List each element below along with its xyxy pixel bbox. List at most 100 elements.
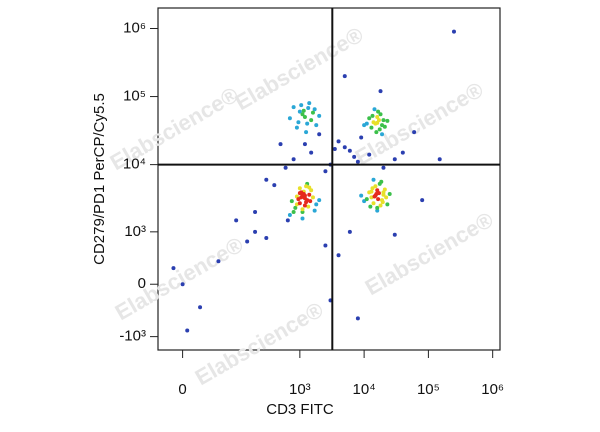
event-dot bbox=[302, 115, 307, 120]
y-tick-label: 10⁶ bbox=[123, 19, 146, 36]
event-dot bbox=[287, 213, 292, 218]
event-dot bbox=[332, 146, 337, 151]
event-dot bbox=[375, 188, 380, 193]
x-tick-label: 0 bbox=[178, 381, 186, 398]
event-dot bbox=[342, 145, 347, 150]
plot-frame bbox=[157, 7, 501, 351]
event-dot bbox=[374, 130, 379, 135]
event-dot bbox=[264, 235, 269, 240]
event-dot bbox=[185, 328, 190, 333]
event-dot bbox=[304, 184, 309, 189]
event-dot bbox=[300, 112, 305, 117]
event-dot bbox=[301, 108, 306, 113]
event-dot bbox=[294, 125, 299, 130]
event-dot bbox=[306, 105, 311, 110]
event-dot bbox=[380, 198, 385, 203]
event-dot bbox=[400, 150, 405, 155]
event-dot bbox=[378, 89, 383, 94]
event-dot bbox=[253, 229, 258, 234]
event-dot bbox=[234, 218, 239, 223]
event-dot bbox=[336, 139, 341, 144]
event-dot bbox=[299, 195, 304, 200]
event-dot bbox=[299, 103, 304, 108]
event-dot bbox=[377, 127, 382, 132]
y-tick-label: 10³ bbox=[124, 223, 146, 240]
event-dot bbox=[317, 113, 322, 118]
x-tick-label: 10³ bbox=[289, 381, 311, 398]
event-dot bbox=[304, 130, 309, 135]
event-dot bbox=[216, 259, 221, 264]
event-dot bbox=[171, 266, 176, 271]
event-dot bbox=[300, 216, 305, 221]
event-dot bbox=[283, 165, 288, 170]
event-dot bbox=[297, 201, 302, 206]
event-dot bbox=[381, 165, 386, 170]
y-tick-label: 0 bbox=[138, 275, 146, 292]
event-dot bbox=[381, 118, 386, 123]
event-dot bbox=[375, 205, 380, 210]
event-dot bbox=[302, 142, 307, 147]
event-dot bbox=[392, 232, 397, 237]
event-dot bbox=[420, 198, 425, 203]
event-dot bbox=[287, 116, 292, 121]
event-dot bbox=[372, 194, 377, 199]
event-dot bbox=[245, 239, 250, 244]
event-dot bbox=[359, 135, 364, 140]
x-axis-label: CD3 FITC bbox=[266, 401, 334, 418]
event-dot bbox=[336, 253, 341, 258]
event-dot bbox=[359, 193, 364, 198]
event-dot bbox=[380, 132, 385, 137]
event-dot bbox=[367, 152, 372, 157]
event-dot bbox=[451, 29, 456, 34]
event-dot bbox=[370, 186, 375, 191]
event-dot bbox=[309, 118, 314, 123]
event-dot bbox=[385, 202, 390, 207]
event-dot bbox=[392, 157, 397, 162]
event-dot bbox=[308, 199, 313, 204]
event-dot bbox=[180, 282, 185, 287]
event-dot bbox=[317, 132, 322, 137]
event-dot bbox=[306, 204, 311, 209]
event-dot bbox=[384, 195, 389, 200]
event-dot bbox=[307, 192, 312, 197]
event-dot bbox=[437, 157, 442, 162]
event-dot bbox=[364, 197, 369, 202]
event-dot bbox=[302, 203, 307, 208]
watermark: Elabscience® bbox=[111, 232, 248, 325]
event-dot bbox=[347, 148, 352, 153]
event-dot bbox=[385, 118, 390, 123]
event-dot bbox=[323, 243, 328, 248]
event-dot bbox=[312, 107, 317, 112]
y-axis-label: CD279/PD1 PerCP/Cy5.5 bbox=[91, 93, 108, 265]
event-dot bbox=[264, 177, 269, 182]
event-dot bbox=[317, 198, 322, 203]
event-dot bbox=[376, 197, 381, 202]
event-dot bbox=[300, 207, 305, 212]
event-dot bbox=[289, 199, 294, 204]
event-dot bbox=[372, 107, 377, 112]
event-dot bbox=[307, 101, 312, 106]
event-dot bbox=[293, 205, 298, 210]
y-tick-label: -10³ bbox=[119, 328, 146, 345]
event-dot bbox=[364, 121, 369, 126]
event-dot bbox=[297, 186, 302, 191]
event-dot bbox=[368, 204, 373, 209]
event-dot bbox=[387, 191, 392, 196]
watermark: Elabscience® bbox=[231, 22, 368, 115]
event-dot bbox=[291, 105, 296, 110]
event-dot bbox=[309, 150, 314, 155]
event-dot bbox=[355, 316, 360, 321]
event-dot bbox=[198, 305, 203, 310]
event-dot bbox=[312, 208, 317, 213]
event-dot bbox=[373, 184, 378, 189]
event-dot bbox=[278, 142, 283, 147]
watermark: Elabscience® bbox=[351, 77, 488, 170]
event-dot bbox=[355, 159, 360, 164]
event-dot bbox=[367, 116, 372, 121]
event-dot bbox=[253, 209, 258, 214]
y-tick-label: 10⁵ bbox=[123, 88, 146, 105]
event-dot bbox=[305, 198, 310, 203]
event-dot bbox=[380, 123, 385, 128]
event-dot bbox=[375, 120, 380, 125]
